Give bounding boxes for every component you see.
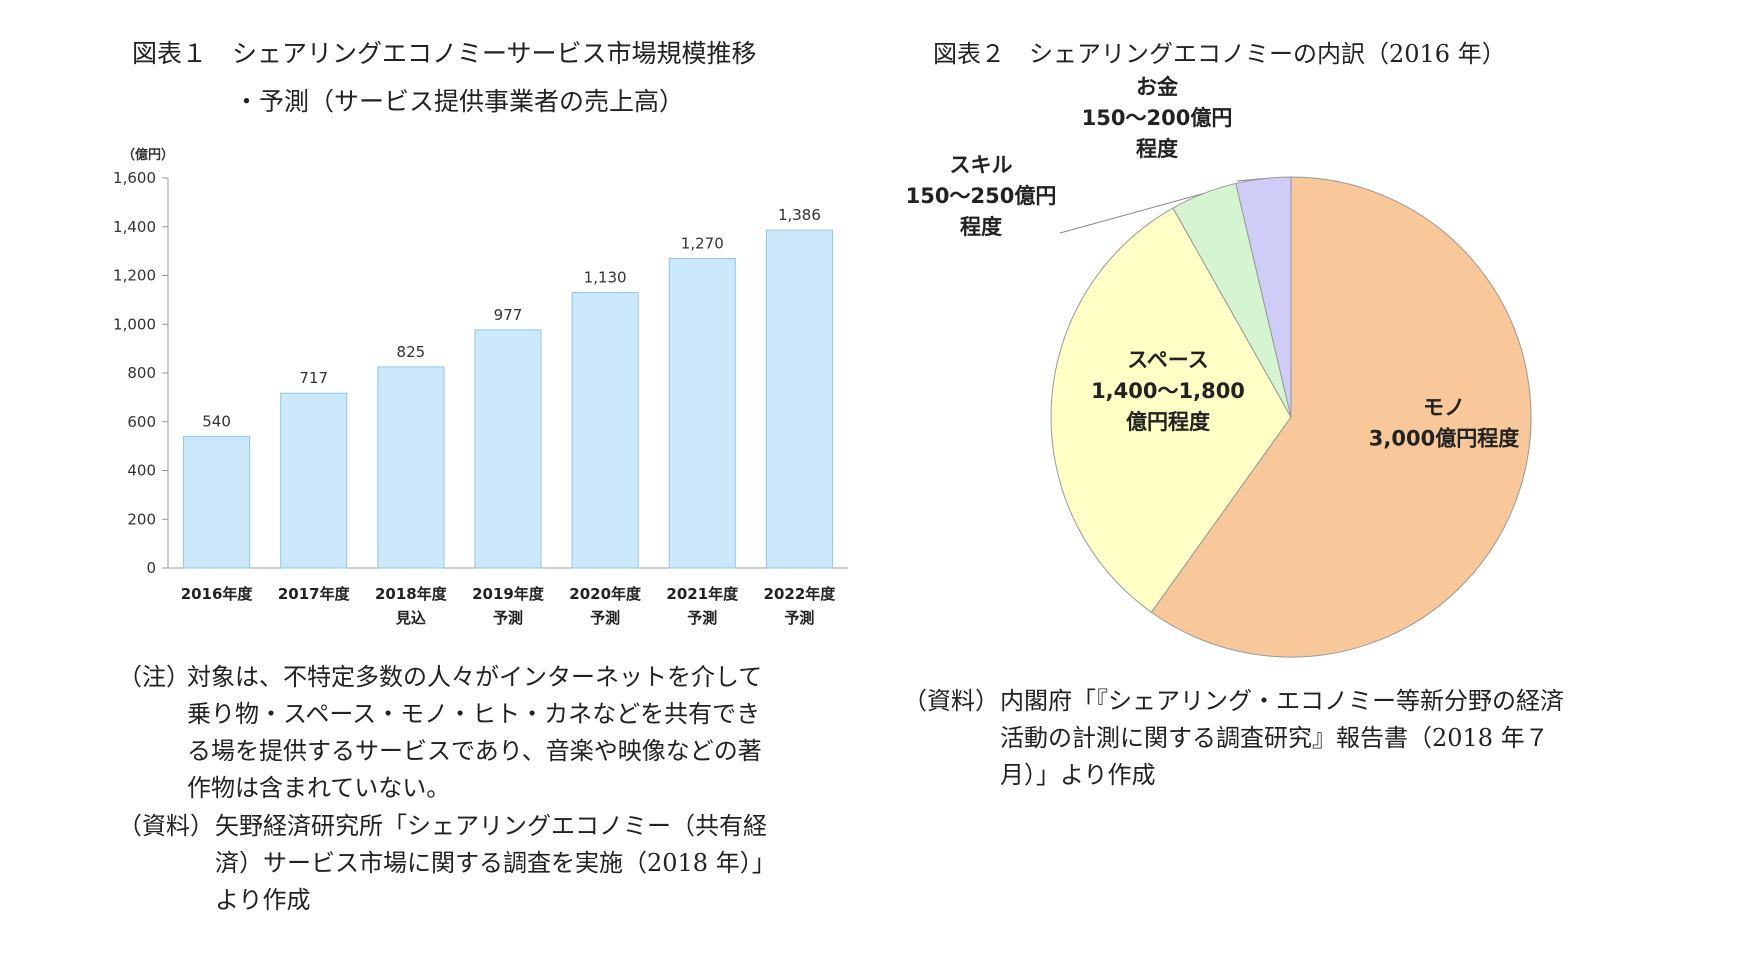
bar-value-label: 1,130: [584, 269, 627, 287]
source-line: 月）」より作成: [1000, 761, 1156, 789]
y-tick-label: 600: [127, 413, 156, 431]
pie-slice-label: 程度: [960, 215, 1002, 239]
pie-slice: [1050, 207, 1292, 613]
pie-slice-label: 150〜250億円: [906, 184, 1057, 208]
bar: [183, 435, 251, 569]
x-category-label: 2021年度: [666, 585, 739, 603]
x-category-label: 2016年度: [181, 585, 254, 603]
bar-chart: （億円） 0 200 400 600 800 1,000 1,200 1,400 1,600 540…: [113, 147, 848, 627]
note-line: 対象は、不特定多数の人々がインターネットを介して: [187, 663, 763, 691]
pie-slice-label: 程度: [1136, 137, 1178, 161]
note-tag: （注）: [118, 663, 190, 691]
bar-value-label: 717: [299, 369, 328, 387]
x-category-label: 2018年度: [375, 585, 448, 603]
pie-slice: [1150, 176, 1532, 658]
y-tick-label: 1,400: [113, 218, 156, 236]
figure2-source: （資料） 内閣府「『シェアリング・エコノミー等新分野の経済 活動の計測に関する調…: [903, 683, 1663, 803]
leader-line: [1059, 193, 1204, 234]
x-category-label: 2019年度: [472, 585, 545, 603]
figure2-title: 図表２ シェアリングエコノミーの内訳（2016 年）: [933, 40, 1506, 68]
y-tick-label: 200: [127, 510, 156, 528]
x-category-label: 2017年度: [278, 585, 351, 603]
bar: [668, 257, 736, 569]
pie-slice-label: お金: [1136, 75, 1179, 99]
x-category-label: 2022年度: [764, 585, 837, 603]
figure1-title-line2: ・予測（サービス提供事業者の売上高）: [234, 87, 685, 116]
y-tick-label: 0: [146, 559, 156, 577]
bar-value-label: 540: [202, 412, 231, 430]
pie-slice: [1235, 176, 1292, 418]
y-tick-label: 1,000: [113, 315, 156, 333]
figure1-title-line1: 図表１ シェアリングエコノミーサービス市場規模推移: [132, 39, 757, 68]
x-category-label: 予測: [590, 609, 620, 627]
pie-slice-label: 億円程度: [1126, 410, 1210, 434]
y-tick-label: 1,600: [113, 169, 156, 187]
bar: [474, 329, 542, 569]
y-tick-label: 1,200: [113, 267, 156, 285]
y-tick-label: 800: [127, 364, 156, 382]
x-category-label: 2020年度: [569, 585, 642, 603]
source-tag: （資料）: [903, 687, 999, 715]
bar-value-label: 977: [494, 306, 523, 324]
bar-value-label: 1,270: [681, 234, 724, 252]
leader-line: [1236, 178, 1264, 182]
figure1-source: （資料） 矢野経済研究所「シェアリングエコノミー（共有経 済）サービス市場に関す…: [118, 808, 858, 928]
pie-slice-label: 150〜200億円: [1082, 106, 1233, 130]
bar: [765, 229, 833, 569]
figure1-panel: 図表１ シェアリングエコノミーサービス市場規模推移 ・予測（サービス提供事業者の…: [0, 0, 875, 962]
x-category-label: 見込: [395, 609, 426, 627]
pie-slice-label: スペース: [1127, 348, 1208, 372]
pie-slice-label: スキル: [950, 153, 1013, 177]
source-line: 内閣府「『シェアリング・エコノミー等新分野の経済: [1000, 687, 1564, 715]
source-tag: （資料）: [118, 812, 214, 840]
note-line: 作物は含まれていない。: [187, 774, 451, 802]
pie-slice-label: 1,400〜1,800: [1091, 379, 1245, 403]
bar: [377, 366, 445, 569]
source-body: 矢野経済研究所「シェアリングエコノミー（共有経 済）サービス市場に関する調査を実…: [215, 808, 776, 919]
bar-value-label: 825: [397, 343, 426, 361]
note-line: る場を提供するサービスであり、音楽や映像などの著: [187, 737, 762, 765]
figure2-panel: 図表２ シェアリングエコノミーの内訳（2016 年） モノ 3,000億円程度 スペ…: [875, 0, 1751, 962]
note-body: 対象は、不特定多数の人々がインターネットを介して 乗り物・スペース・モノ・ヒト・…: [187, 659, 762, 807]
source-body: 内閣府「『シェアリング・エコノミー等新分野の経済 活動の計測に関する調査研究』報…: [1000, 683, 1564, 794]
bar: [280, 392, 348, 569]
pie-chart: モノ 3,000億円程度 スペース 1,400〜1,800 億円程度 スキル 150〜250…: [906, 75, 1532, 658]
y-unit-label: （億円）: [122, 147, 174, 163]
x-category-label: 予測: [493, 609, 523, 627]
figure1-note: （注） 対象は、不特定多数の人々がインターネットを介して 乗り物・スペース・モノ…: [118, 659, 858, 819]
bar: [571, 292, 639, 569]
x-category-label: 予測: [784, 609, 814, 627]
source-line: 済）サービス市場に関する調査を実施（2018 年）」: [215, 849, 776, 877]
pie-slice-label: 3,000億円程度: [1369, 427, 1519, 451]
source-line: 活動の計測に関する調査研究』報告書（2018 年７: [1000, 724, 1549, 752]
source-line: 矢野経済研究所「シェアリングエコノミー（共有経: [215, 812, 767, 840]
y-tick-label: 400: [127, 462, 156, 480]
note-line: 乗り物・スペース・モノ・ヒト・カネなどを共有でき: [187, 700, 761, 728]
bar-value-label: 1,386: [778, 206, 821, 224]
source-line: より作成: [215, 886, 311, 914]
pie-slice-label: モノ: [1423, 396, 1465, 420]
x-category-label: 予測: [687, 609, 717, 627]
